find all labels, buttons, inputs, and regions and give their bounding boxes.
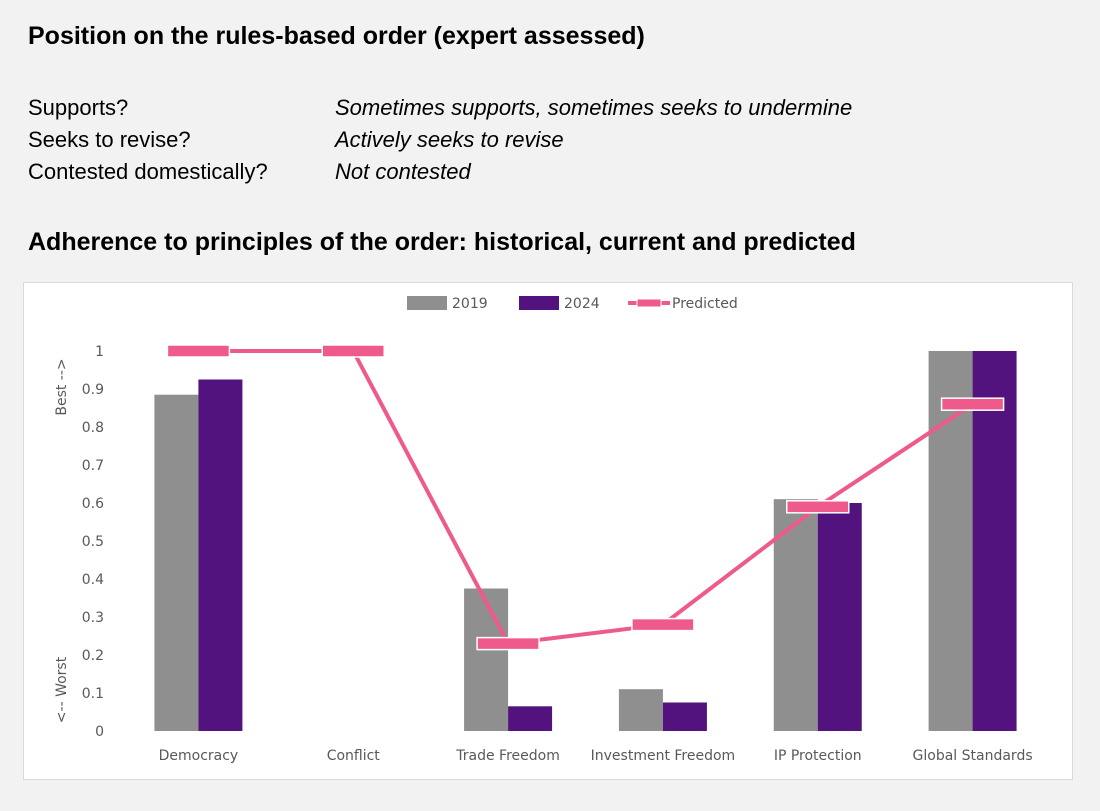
predicted-marker-conflict bbox=[321, 344, 385, 358]
y-tick-label: 0 bbox=[95, 724, 104, 740]
y-tick-label: 0.4 bbox=[82, 572, 104, 588]
y-tick-label: 0.5 bbox=[82, 534, 104, 550]
chart-title: Adherence to principles of the order: hi… bbox=[28, 228, 856, 256]
y-tick-label: 0.6 bbox=[82, 496, 104, 512]
bar-2019-democracy bbox=[154, 394, 199, 731]
revise-row: Seeks to revise? Actively seeks to revise bbox=[28, 126, 852, 158]
legend-swatch-2019 bbox=[407, 296, 447, 310]
y-tick-label: 0.3 bbox=[82, 610, 104, 626]
y-axis-title-worst: <-- Worst bbox=[54, 656, 70, 723]
bar-2024-investment-freedom bbox=[662, 702, 707, 731]
y-tick-label: 0.1 bbox=[82, 686, 104, 702]
x-tick-label-trade-freedom: Trade Freedom bbox=[455, 748, 560, 764]
predicted-marker-global-standards bbox=[940, 397, 1005, 411]
y-tick-label: 0.2 bbox=[82, 648, 104, 664]
predicted-marker-investment-freedom bbox=[631, 617, 695, 632]
y-tick-label: 0.8 bbox=[82, 420, 104, 436]
chart-container: 0 0.1 0.2 0.3 0.4 0.5 0.6 0.7 0.8 0.9 1 Best --> <--… bbox=[23, 282, 1073, 780]
bar-2019-investment-freedom bbox=[618, 689, 663, 731]
x-tick-label-ip-protection: IP Protection bbox=[774, 748, 862, 764]
predicted-marker-democracy bbox=[166, 344, 231, 358]
bar-2024-global-standards bbox=[972, 351, 1017, 731]
bar-2024-trade-freedom bbox=[508, 706, 553, 731]
supports-row: Supports? Sometimes supports, sometimes s… bbox=[28, 94, 852, 126]
bar-2024-ip-protection bbox=[817, 503, 862, 731]
x-tick-label-conflict: Conflict bbox=[327, 748, 381, 764]
legend-label-2019: 2019 bbox=[452, 296, 488, 312]
legend-label-predicted: Predicted bbox=[672, 296, 738, 312]
bar-2024-democracy bbox=[198, 379, 243, 731]
position-summary: Supports? Sometimes supports, sometimes s… bbox=[28, 94, 852, 190]
contested-answer: Not contested bbox=[335, 159, 471, 184]
revise-answer: Actively seeks to revise bbox=[335, 127, 564, 152]
revise-question: Seeks to revise? bbox=[28, 127, 191, 152]
legend-marker-predicted bbox=[636, 298, 662, 308]
legend-label-2024: 2024 bbox=[564, 296, 600, 312]
y-axis-title-best: Best --> bbox=[54, 358, 70, 415]
bar-2019-trade-freedom bbox=[464, 588, 509, 731]
x-tick-label-investment-freedom: Investment Freedom bbox=[591, 748, 736, 764]
contested-row: Contested domestically? Not contested bbox=[28, 158, 852, 190]
x-tick-label-democracy: Democracy bbox=[159, 748, 239, 764]
supports-question: Supports? bbox=[28, 95, 129, 120]
y-tick-label: 0.7 bbox=[82, 458, 104, 474]
page-title: Position on the rules-based order (exper… bbox=[28, 22, 645, 50]
legend-swatch-2024 bbox=[519, 296, 559, 310]
supports-answer: Sometimes supports, sometimes seeks to u… bbox=[335, 95, 853, 120]
bar-2019-ip-protection bbox=[773, 499, 818, 731]
x-tick-label-global-standards: Global Standards bbox=[913, 748, 1033, 764]
bar-2019-global-standards bbox=[928, 351, 973, 731]
predicted-marker-ip-protection bbox=[786, 500, 850, 514]
predicted-marker-trade-freedom bbox=[476, 636, 540, 651]
y-tick-label: 0.9 bbox=[82, 382, 104, 398]
y-tick-label: 1 bbox=[95, 344, 104, 360]
adherence-chart: 0 0.1 0.2 0.3 0.4 0.5 0.6 0.7 0.8 0.9 1 Best --> <--… bbox=[54, 296, 1033, 764]
contested-question: Contested domestically? bbox=[28, 159, 268, 184]
